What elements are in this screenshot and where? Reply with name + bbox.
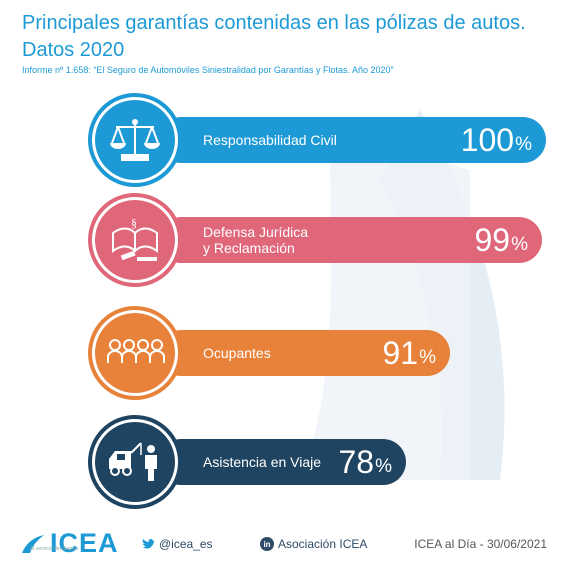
publication-date: ICEA al Día - 30/06/2021 <box>414 537 547 551</box>
bar-value: 78% <box>338 443 393 480</box>
bar-defensa-juridica: Defensa Jurídica y Reclamación 99% <box>158 217 542 263</box>
bar-value: 100% <box>460 121 532 158</box>
bar-label: Asistencia en Viaje <box>203 454 322 470</box>
tow-truck-icon <box>109 442 157 481</box>
icon-circle <box>88 415 182 509</box>
icon-circle <box>88 306 182 400</box>
people-icon <box>107 339 165 363</box>
twitter-icon <box>142 539 155 549</box>
logo-tagline: Al servicio del Seguro <box>30 546 79 552</box>
bar-label: Defensa Jurídica y Reclamación <box>203 224 309 256</box>
bar-label: Responsabilidad Civil <box>203 132 337 148</box>
bar-label: Ocupantes <box>203 345 271 361</box>
bar-value: 91% <box>382 334 437 371</box>
bar-responsabilidad-civil: Responsabilidad Civil 100% <box>158 117 546 163</box>
linkedin-icon: in <box>260 537 274 551</box>
icon-circle: § <box>88 193 182 287</box>
title-line-1: Principales garantías contenidas en las … <box>22 12 526 34</box>
icea-logo: ICEA <box>20 528 119 559</box>
twitter-link[interactable]: @icea_es <box>142 537 213 551</box>
chart-title: Principales garantías contenidas en las … <box>22 10 526 64</box>
bar-asistencia-viaje: Asistencia en Viaje 78% <box>158 439 406 485</box>
chart-subtitle: Informe nº 1.658: “El Seguro de Automóvi… <box>22 65 394 75</box>
law-book-icon: § <box>112 216 158 261</box>
title-line-2: Datos 2020 <box>22 39 125 61</box>
bar-ocupantes: Ocupantes 91% <box>158 330 450 376</box>
icea-logo-icon <box>22 534 44 553</box>
footer: ICEA Al servicio del Seguro @icea_es in … <box>0 520 567 567</box>
linkedin-link[interactable]: in Asociación ICEA <box>260 537 367 551</box>
scales-icon <box>110 119 160 161</box>
icon-circle <box>88 93 182 187</box>
bar-value: 99% <box>474 221 529 258</box>
svg-text:§: § <box>131 216 137 230</box>
